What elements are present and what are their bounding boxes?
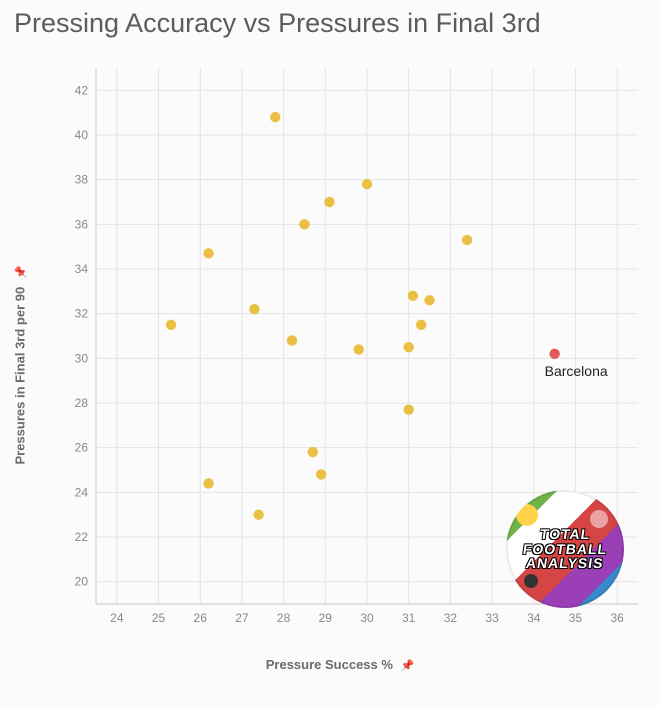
- x-axis-text: Pressure Success %: [266, 657, 393, 672]
- x-tick-label: 30: [360, 611, 374, 625]
- x-tick-label: 36: [610, 611, 624, 625]
- data-point[interactable]: [362, 179, 372, 189]
- x-axis-label: Pressure Success % 📌: [266, 657, 415, 672]
- data-point[interactable]: [403, 405, 413, 415]
- y-axis-label: Pressures in Final 3rd per 90 📌: [13, 265, 28, 464]
- y-tick-label: 38: [75, 173, 89, 187]
- data-point[interactable]: [403, 342, 413, 352]
- pin-icon: 📌: [15, 265, 28, 279]
- brand-logo: TOTAL FOOTBALL ANALYSIS: [506, 490, 624, 608]
- x-tick-label: 24: [110, 611, 124, 625]
- data-point[interactable]: [299, 219, 309, 229]
- data-point[interactable]: [253, 509, 263, 519]
- data-point[interactable]: [203, 478, 213, 488]
- y-tick-label: 28: [75, 396, 89, 410]
- y-tick-label: 40: [75, 128, 89, 142]
- x-tick-label: 26: [194, 611, 208, 625]
- logo-line1: TOTAL: [539, 527, 591, 542]
- data-point[interactable]: [287, 335, 297, 345]
- data-point[interactable]: [316, 469, 326, 479]
- chart-title: Pressing Accuracy vs Pressures in Final …: [0, 0, 659, 43]
- x-tick-label: 32: [444, 611, 458, 625]
- x-tick-label: 31: [402, 611, 416, 625]
- plot-area: Pressures in Final 3rd per 90 📌 20222426…: [32, 60, 648, 670]
- data-point[interactable]: [249, 304, 259, 314]
- data-point[interactable]: [353, 344, 363, 354]
- y-tick-label: 24: [75, 485, 89, 499]
- y-tick-label: 42: [75, 83, 89, 97]
- x-tick-label: 34: [527, 611, 541, 625]
- data-point[interactable]: [308, 447, 318, 457]
- y-tick-label: 36: [75, 217, 89, 231]
- logo-line3: ANALYSIS: [525, 556, 605, 571]
- data-point[interactable]: [324, 197, 334, 207]
- data-point[interactable]: [462, 235, 472, 245]
- y-tick-label: 32: [75, 307, 89, 321]
- pin-icon: 📌: [401, 659, 415, 672]
- data-point[interactable]: [166, 320, 176, 330]
- data-point[interactable]: [270, 112, 280, 122]
- x-tick-label: 25: [152, 611, 166, 625]
- point-label: Barcelona: [545, 363, 608, 379]
- x-tick-label: 27: [235, 611, 249, 625]
- y-tick-label: 22: [75, 530, 89, 544]
- data-point[interactable]: [416, 320, 426, 330]
- data-point-highlight[interactable]: [549, 349, 559, 359]
- x-tick-label: 33: [485, 611, 499, 625]
- data-point[interactable]: [203, 248, 213, 258]
- x-tick-label: 35: [569, 611, 583, 625]
- y-tick-label: 26: [75, 441, 89, 455]
- y-axis-text: Pressures in Final 3rd per 90: [13, 287, 28, 465]
- y-tick-label: 30: [75, 351, 89, 365]
- y-tick-label: 20: [75, 575, 89, 589]
- x-tick-label: 28: [277, 611, 291, 625]
- x-tick-label: 29: [319, 611, 333, 625]
- data-point[interactable]: [408, 291, 418, 301]
- data-point[interactable]: [424, 295, 434, 305]
- y-tick-label: 34: [75, 262, 89, 276]
